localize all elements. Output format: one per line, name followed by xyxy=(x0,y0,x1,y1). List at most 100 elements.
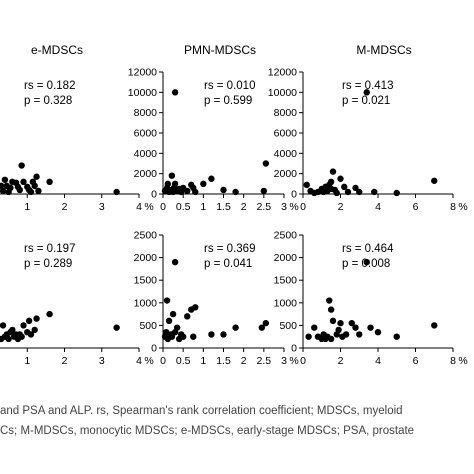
data-point xyxy=(337,175,344,182)
panel-3: M-MDSCs 0 2000 4000 6000 8000 10000 12000 0 2 4 6 8%… xyxy=(268,43,468,213)
data-point xyxy=(232,188,239,196)
x-tick-label: 2 xyxy=(62,355,68,367)
x-tick-label: 3 xyxy=(99,201,105,213)
stat-p: p = 0.021 xyxy=(342,95,390,107)
x-tick-label: 8 xyxy=(450,201,456,213)
data-point xyxy=(371,188,378,196)
data-point xyxy=(374,328,382,336)
data-point xyxy=(0,322,7,329)
y-tick-label: 4000 xyxy=(274,148,298,160)
data-point xyxy=(311,324,318,331)
data-point xyxy=(163,328,170,336)
data-point xyxy=(184,187,191,195)
data-point xyxy=(431,177,438,184)
stat-rs: rs = 0.413 xyxy=(342,80,393,92)
data-point xyxy=(327,178,335,185)
x-tick-label: 1 xyxy=(200,201,206,213)
y-tick-label: 12000 xyxy=(268,67,297,79)
data-point xyxy=(192,188,199,196)
y-tick-label: 6000 xyxy=(134,128,158,140)
y-tick-label: 1000 xyxy=(274,297,298,309)
x-tick-label: 1 xyxy=(24,201,30,213)
x-tick-label: 0.5 xyxy=(176,201,191,213)
x-unit-label: % xyxy=(144,355,153,367)
data-point xyxy=(344,188,352,196)
x-unit-label: % xyxy=(289,355,298,367)
stat-rs: rs = 0.369 xyxy=(204,243,255,255)
data-point xyxy=(33,173,40,180)
x-tick-label: 6 xyxy=(413,201,419,213)
x-unit-label: % xyxy=(458,355,467,367)
x-tick-label: 2 xyxy=(62,201,68,213)
x-tick-label: 2.5 xyxy=(257,355,272,367)
data-point xyxy=(25,317,33,325)
x-tick-label: 0 xyxy=(160,201,166,213)
stat-rs: rs = 0.464 xyxy=(342,243,394,255)
data-point xyxy=(327,335,335,343)
data-point xyxy=(190,333,197,340)
data-point xyxy=(31,326,38,334)
data-point xyxy=(171,180,179,188)
x-tick-label: 3 xyxy=(99,355,105,367)
y-tick-label: 6000 xyxy=(274,128,298,140)
y-tick-label: 0 xyxy=(291,343,297,355)
stat-rs: rs = 0.182 xyxy=(24,80,75,92)
y-tick-label: 12000 xyxy=(128,67,157,79)
data-point xyxy=(27,188,35,196)
data-point xyxy=(329,168,337,175)
data-point xyxy=(262,319,270,327)
data-point xyxy=(171,258,179,266)
data-point xyxy=(200,180,207,188)
x-unit-label: % xyxy=(144,201,153,213)
x-tick-label: 6 xyxy=(413,355,419,367)
data-point xyxy=(220,186,227,194)
data-point xyxy=(168,172,176,179)
data-point xyxy=(0,182,5,190)
x-tick-label: 1 xyxy=(24,355,30,367)
data-point xyxy=(46,310,53,318)
data-point xyxy=(303,181,310,189)
panel-title: e-MDSCs xyxy=(31,43,83,57)
data-point xyxy=(393,333,400,340)
y-tick-label: 2500 xyxy=(274,230,298,242)
panel-1: e-MDSCs 1 2 3 4 % rs = 0.182 p = 0.328 xyxy=(0,43,154,213)
data-point xyxy=(431,322,438,329)
x-tick-label: 0 xyxy=(300,201,306,213)
y-tick-label: 1000 xyxy=(134,297,158,309)
x-tick-label: 4 xyxy=(375,355,381,367)
data-point xyxy=(20,322,27,329)
data-point xyxy=(329,317,337,325)
y-tick-label: 1500 xyxy=(134,275,158,287)
data-point xyxy=(348,319,355,327)
data-point xyxy=(208,175,215,182)
data-point xyxy=(363,89,370,96)
data-point xyxy=(363,258,370,266)
data-point xyxy=(367,324,374,331)
stat-p: p = 0.289 xyxy=(24,258,72,270)
data-point xyxy=(208,331,215,338)
x-tick-label: 1.5 xyxy=(216,355,231,367)
data-point xyxy=(337,319,344,327)
data-point xyxy=(7,184,14,192)
y-tick-label: 0 xyxy=(151,189,157,201)
stat-p: p = 0.041 xyxy=(204,258,252,270)
x-tick-label: 4 xyxy=(136,355,142,367)
data-point xyxy=(335,326,342,334)
data-point xyxy=(305,333,312,340)
data-point xyxy=(179,333,187,340)
data-point xyxy=(171,89,179,96)
data-point xyxy=(169,310,177,318)
stat-rs: rs = 0.010 xyxy=(204,80,255,92)
x-tick-label: 4 xyxy=(375,201,381,213)
y-tick-label: 500 xyxy=(279,320,297,332)
y-tick-label: 2000 xyxy=(274,168,298,180)
panel-5: 0 500 1000 1500 2000 2500 0 0.5 1 1.5 2 2.5 3 % rs = 0… xyxy=(134,230,299,368)
y-tick-label: 1500 xyxy=(274,275,298,287)
data-point xyxy=(258,324,266,331)
data-point xyxy=(342,331,350,338)
x-tick-label: 1 xyxy=(200,355,206,367)
data-point xyxy=(356,331,363,338)
y-tick-label: 500 xyxy=(139,320,157,332)
x-tick-label: 0 xyxy=(300,355,306,367)
